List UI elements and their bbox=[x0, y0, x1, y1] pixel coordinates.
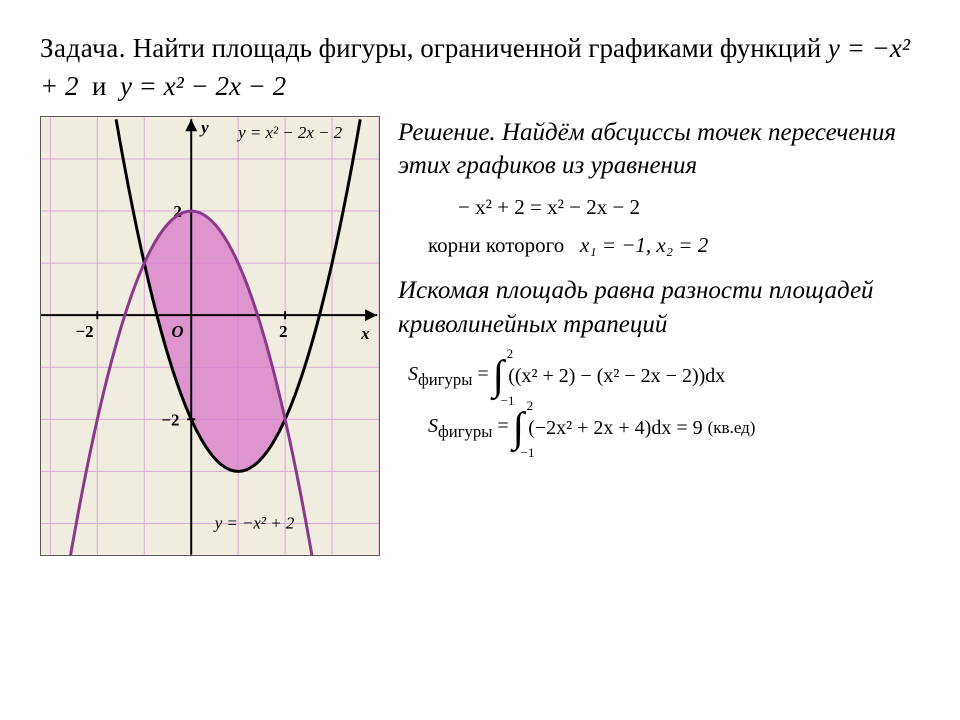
int2-low: −1 bbox=[521, 446, 535, 459]
integral-2: Sфигуры = ∫ 2 −1 (−2x² + 2x + 4)dx = 9 (… bbox=[428, 407, 920, 449]
eq-lhs: y = bbox=[828, 33, 865, 63]
roots-prefix: корни которого bbox=[428, 233, 564, 257]
svg-text:y: y bbox=[199, 118, 209, 137]
svg-text:2: 2 bbox=[279, 322, 287, 341]
roots-line: корни которого x₁ = −1, x₂ = 2 bbox=[428, 231, 920, 259]
int2-high: 2 bbox=[527, 399, 534, 412]
problem-label: Задача. bbox=[40, 33, 126, 63]
svg-text:y = −x² + 2: y = −x² + 2 bbox=[213, 513, 295, 532]
integral-1: Sфигуры = ∫ 2 −1 ((x² + 2) − (x² − 2x − … bbox=[408, 355, 920, 397]
eq-f2: y = x² − 2x − 2 bbox=[120, 71, 286, 101]
svg-text:−2: −2 bbox=[161, 410, 179, 429]
int1-high: 2 bbox=[507, 347, 514, 360]
intersection-equation: − x² + 2 = x² − 2x − 2 bbox=[458, 193, 920, 221]
solution-text: Решение. Найдём абсциссы точек пересечен… bbox=[398, 116, 920, 556]
solution-line2: Искомая площадь равна разности площадей … bbox=[398, 274, 920, 342]
result-unit: (кв.ед) bbox=[708, 417, 756, 440]
solution-line1: Решение. Найдём абсциссы точек пересечен… bbox=[398, 116, 920, 184]
int2-body: (−2x² + 2x + 4)dx = 9 bbox=[528, 415, 702, 442]
svg-text:y = x² − 2x − 2: y = x² − 2x − 2 bbox=[236, 123, 343, 142]
graph-plot: −22−22Oxyy = x² − 2x − 2y = −x² + 2 bbox=[40, 116, 380, 556]
problem-text: Найти площадь фигуры, ограниченной графи… bbox=[133, 33, 821, 63]
graph-container: −22−22Oxyy = x² − 2x − 2y = −x² + 2 bbox=[40, 116, 380, 556]
svg-text:O: O bbox=[171, 322, 183, 341]
problem-statement: Задача. Найти площадь фигуры, ограниченн… bbox=[40, 30, 920, 106]
svg-text:x: x bbox=[360, 324, 370, 343]
svg-text:−2: −2 bbox=[75, 322, 93, 341]
int1-body: ((x² + 2) − (x² − 2x − 2))dx bbox=[508, 363, 725, 390]
roots-values: x₁ = −1, x₂ = 2 bbox=[580, 233, 708, 257]
eq-connector: и bbox=[92, 71, 106, 101]
integral-block: Sфигуры = ∫ 2 −1 ((x² + 2) − (x² − 2x − … bbox=[398, 355, 920, 449]
